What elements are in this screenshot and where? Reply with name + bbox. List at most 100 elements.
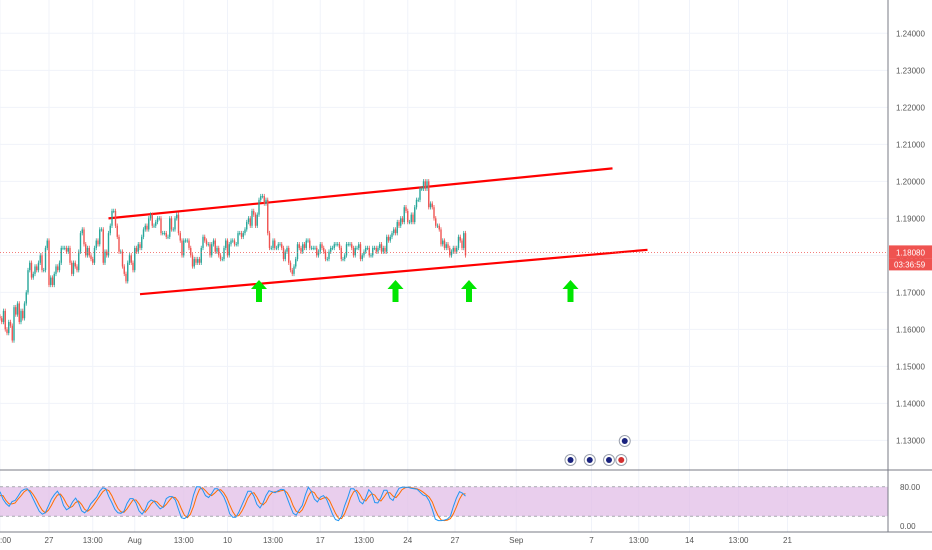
candlestick-series — [0, 179, 467, 343]
candle-body — [324, 251, 327, 260]
time-tick-label: 13:00 — [354, 536, 375, 545]
candle-body — [139, 244, 141, 248]
candle-body — [209, 244, 211, 256]
candle-body — [127, 262, 129, 282]
candle-body — [34, 266, 36, 274]
candle-body — [149, 214, 152, 219]
candle-body — [176, 214, 178, 219]
candle-body — [44, 247, 47, 271]
event-icon-dot — [606, 457, 612, 463]
candle-body — [319, 244, 321, 252]
price-tick-label: 1.23000 — [896, 66, 925, 75]
candle-body — [393, 229, 395, 234]
candle-body — [361, 255, 363, 260]
candle-body — [69, 247, 71, 263]
candle-body — [46, 240, 48, 248]
candle-body — [279, 244, 281, 246]
candle-body — [463, 233, 465, 248]
candle-body — [410, 214, 412, 223]
candle-body — [386, 236, 388, 252]
candle-body — [237, 233, 239, 245]
candle-body — [174, 218, 176, 230]
candle-body — [137, 244, 139, 252]
candle-body — [337, 244, 339, 246]
candle-body — [291, 270, 293, 274]
candle-body — [90, 255, 92, 260]
candle-body — [128, 255, 131, 263]
time-tick-label: 10 — [223, 536, 232, 545]
candle-body — [156, 218, 159, 223]
stoch-k-line — [0, 486, 466, 522]
candle-body — [303, 244, 306, 248]
candle-body — [102, 229, 104, 263]
candle-body — [408, 222, 411, 223]
up-arrow-icon — [251, 280, 267, 302]
candle-body — [50, 277, 52, 285]
candle-body — [65, 247, 68, 252]
candle-body — [421, 188, 423, 190]
candle-body — [125, 273, 127, 282]
candle-body — [43, 270, 45, 271]
candle-body — [79, 233, 82, 252]
candle-body — [277, 244, 279, 248]
candle-body — [88, 247, 90, 256]
stoch-tick-label: 80.00 — [900, 483, 921, 492]
candle-body — [0, 316, 1, 319]
candle-body — [1, 318, 3, 322]
candle-body — [188, 240, 190, 248]
candle-body — [181, 240, 183, 256]
candle-body — [62, 247, 64, 249]
candle-body — [358, 244, 360, 248]
candle-body — [135, 247, 138, 252]
candle-body — [118, 236, 120, 252]
candle-body — [295, 259, 297, 267]
candle-body — [216, 247, 218, 252]
candle-body — [123, 266, 125, 274]
candle-body — [380, 244, 383, 252]
price-tick-label: 1.21000 — [896, 140, 925, 149]
candle-body — [284, 251, 286, 260]
candle-body — [130, 255, 132, 263]
candle-body — [226, 240, 229, 256]
candle-body — [134, 247, 136, 271]
candle-body — [359, 244, 362, 260]
candle-body — [165, 233, 167, 237]
candle-body — [240, 233, 243, 237]
candle-body — [190, 247, 192, 256]
candle-body — [141, 236, 143, 248]
candle-body — [100, 229, 103, 231]
candle-body — [281, 244, 283, 248]
candle-body — [449, 247, 451, 256]
candle-body — [298, 244, 300, 248]
candle-body — [106, 251, 108, 256]
candle-body — [391, 233, 393, 237]
candle-body — [349, 244, 351, 246]
candle-body — [419, 188, 421, 200]
candle-body — [148, 218, 150, 230]
candle-body — [179, 233, 181, 241]
candle-body — [16, 303, 19, 315]
candle-body — [330, 247, 332, 252]
candle-body — [300, 247, 302, 252]
candle-body — [312, 247, 314, 249]
candle-body — [454, 247, 456, 252]
candle-body — [328, 251, 330, 260]
candle-body — [375, 247, 377, 252]
candle-body — [163, 233, 166, 234]
candle-body — [261, 196, 264, 197]
candle-body — [275, 247, 278, 249]
candle-body — [246, 222, 248, 230]
candle-body — [207, 244, 209, 246]
candle-body — [132, 262, 134, 271]
candle-body — [76, 266, 78, 271]
candle-body — [200, 247, 202, 263]
candle-body — [18, 303, 20, 322]
candle-body — [296, 244, 299, 260]
time-tick-label: 13:00 — [728, 536, 749, 545]
candle-body — [405, 207, 407, 211]
candle-body — [428, 181, 430, 208]
last-price-label: 1.18080 — [896, 248, 925, 257]
candle-body — [338, 244, 341, 248]
candle-body — [142, 229, 145, 237]
candle-body — [316, 247, 318, 256]
